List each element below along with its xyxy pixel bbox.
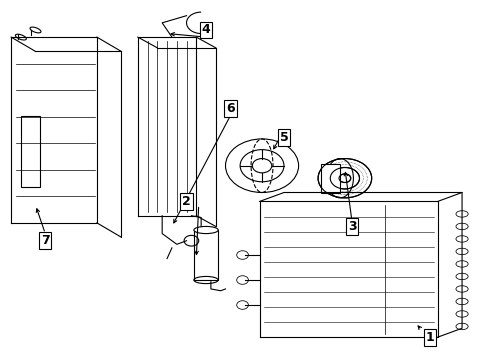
Ellipse shape	[194, 226, 218, 234]
Text: 5: 5	[280, 131, 288, 144]
Text: 1: 1	[426, 331, 435, 344]
Bar	[320, 164, 340, 193]
Bar	[194, 230, 218, 280]
Text: 4: 4	[202, 23, 210, 36]
Text: 3: 3	[348, 220, 357, 233]
Text: 6: 6	[226, 102, 235, 115]
Bar	[21, 116, 40, 187]
Text: 7: 7	[41, 234, 49, 247]
Text: 2: 2	[182, 195, 191, 208]
